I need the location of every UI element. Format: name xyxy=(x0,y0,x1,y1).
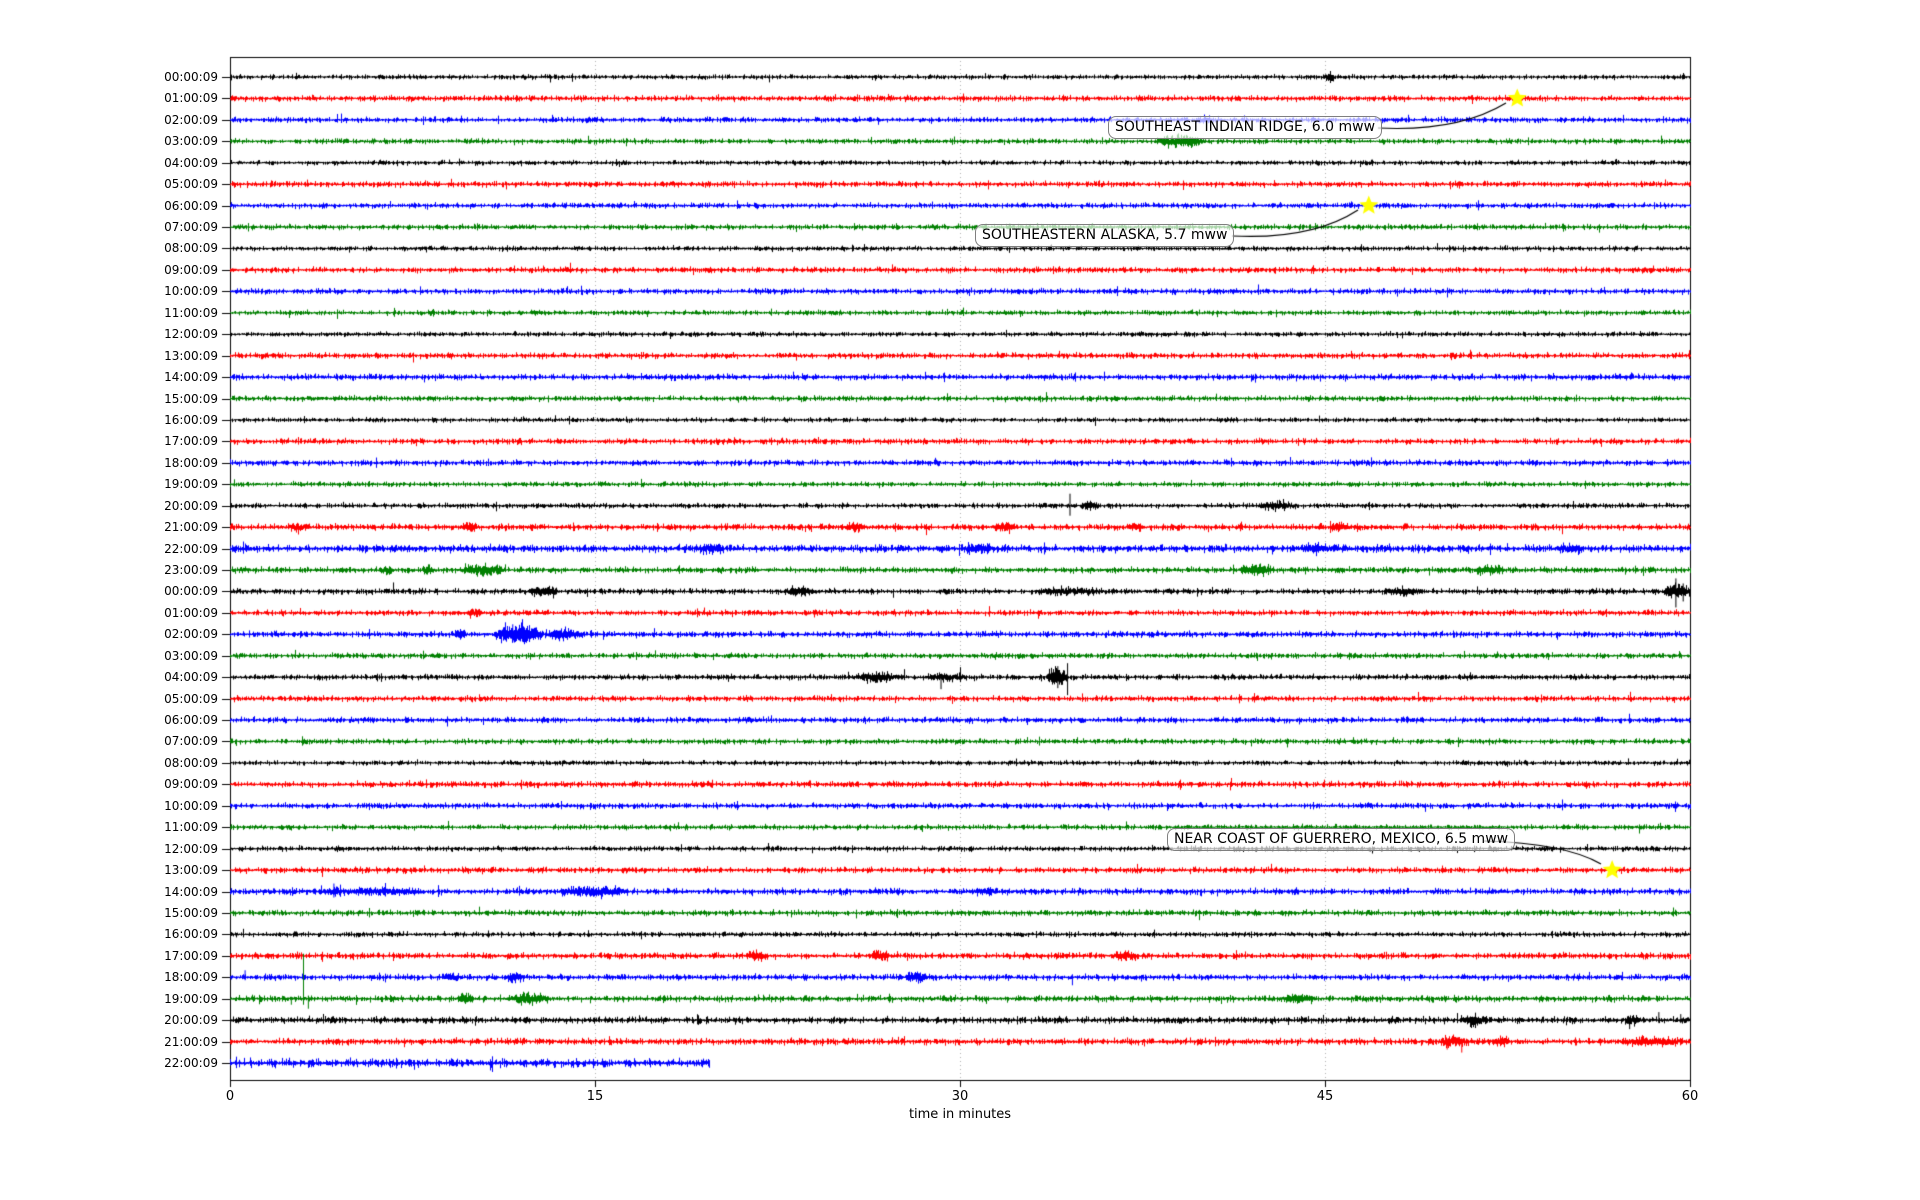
y-tick-label: 18:00:09 xyxy=(164,455,218,470)
y-tick-label: 14:00:09 xyxy=(164,370,218,385)
y-tick-label: 03:00:09 xyxy=(164,134,218,149)
y-tick-label: 19:00:09 xyxy=(164,991,218,1006)
x-tick-label: 30 xyxy=(951,1089,969,1104)
y-tick-label: 10:00:09 xyxy=(164,284,218,299)
y-tick-label: 17:00:09 xyxy=(164,434,218,449)
y-tick-label: 21:00:09 xyxy=(164,520,218,535)
y-tick-label: 20:00:09 xyxy=(164,1013,218,1028)
x-tick-label: 0 xyxy=(225,1089,235,1104)
y-tick-label: 11:00:09 xyxy=(164,305,218,320)
y-tick-label: 20:00:09 xyxy=(164,498,218,513)
y-tick-label: 06:00:09 xyxy=(164,713,218,728)
y-tick-label: 05:00:09 xyxy=(164,691,218,706)
y-tick-label: 12:00:09 xyxy=(164,327,218,342)
y-tick-label: 10:00:09 xyxy=(164,798,218,813)
y-tick-label: 08:00:09 xyxy=(164,241,218,256)
y-tick-label: 00:00:09 xyxy=(164,70,218,84)
y-tick-label: 05:00:09 xyxy=(164,177,218,192)
y-tick-label: 13:00:09 xyxy=(164,348,218,363)
y-tick-label: 06:00:09 xyxy=(164,198,218,213)
y-tick-label: 01:00:09 xyxy=(164,605,218,620)
earthquake-annotation: SOUTHEAST INDIAN RIDGE, 6.0 mww xyxy=(1108,116,1383,139)
x-axis-title: time in minutes xyxy=(908,1107,1012,1122)
y-tick-label: 09:00:09 xyxy=(164,777,218,792)
y-tick-label: 02:00:09 xyxy=(164,112,218,127)
x-tick-label: 60 xyxy=(1681,1089,1699,1104)
y-tick-label: 16:00:09 xyxy=(164,412,218,427)
y-tick-label: 19:00:09 xyxy=(164,477,218,492)
y-tick-label: 22:00:09 xyxy=(164,541,218,556)
y-tick-label: 15:00:09 xyxy=(164,905,218,920)
y-tick-label: 00:00:09 xyxy=(164,584,218,599)
y-tick-label: 11:00:09 xyxy=(164,820,218,835)
y-tick-label: 02:00:09 xyxy=(164,627,218,642)
y-tick-label: 17:00:09 xyxy=(164,948,218,963)
y-tick-label: 08:00:09 xyxy=(164,755,218,770)
y-tick-label: 01:00:09 xyxy=(164,91,218,106)
y-tick-label: 12:00:09 xyxy=(164,841,218,856)
y-tick-label: 15:00:09 xyxy=(164,391,218,406)
y-tick-label: 03:00:09 xyxy=(164,648,218,663)
x-tick-label: 45 xyxy=(1316,1089,1334,1104)
y-tick-label: 21:00:09 xyxy=(164,1034,218,1049)
y-tick-label: 07:00:09 xyxy=(164,734,218,749)
y-tick-label: 04:00:09 xyxy=(164,155,218,170)
y-tick-label: 04:00:09 xyxy=(164,670,218,685)
y-tick-label: 14:00:09 xyxy=(164,884,218,899)
y-tick-label: 13:00:09 xyxy=(164,863,218,878)
y-tick-label: 18:00:09 xyxy=(164,970,218,985)
y-tick-label: 22:00:09 xyxy=(164,1056,218,1070)
x-tick-label: 15 xyxy=(586,1089,604,1104)
y-tick-label: 16:00:09 xyxy=(164,927,218,942)
y-tick-label: 09:00:09 xyxy=(164,262,218,277)
earthquake-annotation: NEAR COAST OF GUERRERO, MEXICO, 6.5 mww xyxy=(1167,828,1516,851)
earthquake-annotation: SOUTHEASTERN ALASKA, 5.7 mww xyxy=(975,224,1235,247)
y-tick-label: 07:00:09 xyxy=(164,220,218,235)
y-tick-label: 23:00:09 xyxy=(164,563,218,577)
